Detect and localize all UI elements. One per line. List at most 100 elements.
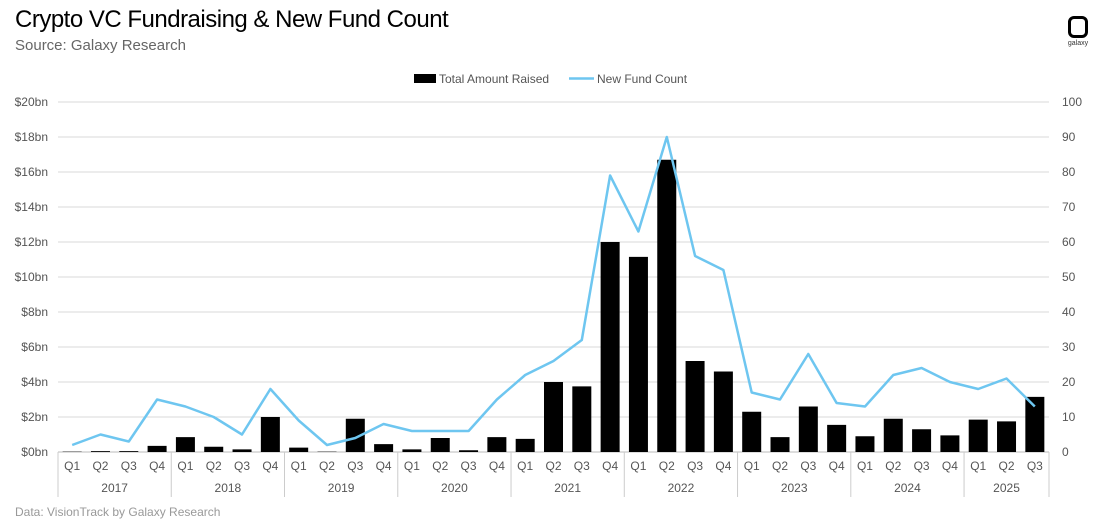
bar	[912, 429, 932, 452]
quarter-label: Q4	[602, 459, 618, 473]
year-label: 2022	[668, 481, 695, 495]
quarter-label: Q3	[234, 459, 250, 473]
bar	[544, 382, 563, 452]
quarter-label: Q3	[1027, 459, 1043, 473]
bar	[770, 437, 790, 452]
quarter-label: Q1	[177, 459, 193, 473]
right-tick-label: 60	[1062, 235, 1076, 249]
quarter-label: Q2	[92, 459, 108, 473]
right-tick-label: 80	[1062, 165, 1076, 179]
quarter-label: Q2	[319, 459, 335, 473]
quarter-label: Q2	[206, 459, 222, 473]
bar	[459, 450, 479, 452]
bar	[289, 447, 309, 452]
quarter-label: Q2	[545, 459, 561, 473]
legend-label: Total Amount Raised	[439, 72, 549, 86]
bar	[940, 435, 960, 452]
bar	[827, 424, 847, 452]
right-tick-label: 90	[1062, 130, 1076, 144]
left-tick-label: $16bn	[15, 165, 48, 179]
quarter-label: Q4	[942, 459, 958, 473]
right-tick-label: 40	[1062, 305, 1076, 319]
bar	[883, 418, 903, 452]
quarter-label: Q2	[432, 459, 448, 473]
left-tick-label: $14bn	[15, 200, 48, 214]
bar	[487, 437, 507, 452]
year-label: 2025	[993, 481, 1020, 495]
quarter-label: Q1	[291, 459, 307, 473]
bar	[628, 256, 648, 452]
bar	[515, 438, 535, 452]
quarter-label: Q4	[715, 459, 731, 473]
left-tick-label: $0bn	[21, 445, 48, 459]
bar	[798, 406, 818, 452]
right-tick-label: 30	[1062, 340, 1076, 354]
right-tick-label: 0	[1062, 445, 1069, 459]
year-label: 2020	[441, 481, 468, 495]
bar	[1025, 396, 1045, 452]
bar	[345, 418, 365, 452]
quarter-label: Q4	[262, 459, 278, 473]
bar	[402, 449, 422, 452]
bar	[374, 444, 394, 452]
bar	[260, 417, 280, 452]
right-tick-label: 20	[1062, 375, 1076, 389]
bar	[968, 419, 988, 452]
chart-title: Crypto VC Fundraising & New Fund Count	[15, 6, 449, 33]
quarter-label: Q1	[970, 459, 986, 473]
left-tick-label: $20bn	[15, 95, 48, 109]
year-label: 2018	[215, 481, 242, 495]
year-label: 2019	[328, 481, 355, 495]
legend-label: New Fund Count	[597, 72, 688, 86]
quarter-label: Q2	[999, 459, 1015, 473]
bar	[175, 437, 195, 452]
year-label: 2023	[781, 481, 808, 495]
quarter-label: Q4	[376, 459, 392, 473]
left-tick-label: $2bn	[21, 410, 48, 424]
left-tick-label: $6bn	[21, 340, 48, 354]
quarter-label: Q3	[800, 459, 816, 473]
bar	[90, 451, 110, 452]
bar	[713, 371, 733, 452]
bar	[430, 438, 450, 452]
quarter-label: Q4	[149, 459, 165, 473]
left-tick-label: $12bn	[15, 235, 48, 249]
fund-count-line	[71, 135, 1036, 447]
quarter-label: Q3	[461, 459, 477, 473]
quarter-label: Q2	[659, 459, 675, 473]
quarter-label: Q2	[772, 459, 788, 473]
bar	[997, 421, 1017, 452]
right-tick-label: 100	[1062, 95, 1082, 109]
bar	[855, 436, 875, 452]
year-label: 2017	[101, 481, 128, 495]
quarter-label: Q1	[857, 459, 873, 473]
quarter-label: Q4	[489, 459, 505, 473]
left-tick-label: $10bn	[15, 270, 48, 284]
legend-bar-swatch	[414, 74, 436, 83]
quarter-label: Q2	[885, 459, 901, 473]
year-label: 2024	[894, 481, 921, 495]
bar	[204, 446, 224, 452]
right-tick-label: 50	[1062, 270, 1076, 284]
right-tick-label: 70	[1062, 200, 1076, 214]
quarter-label: Q1	[517, 459, 533, 473]
bar	[572, 386, 592, 452]
quarter-label: Q3	[121, 459, 137, 473]
left-tick-label: $8bn	[21, 305, 48, 319]
chart-footer: Data: VisionTrack by Galaxy Research	[15, 505, 221, 519]
galaxy-logo: galaxy	[1063, 16, 1093, 47]
bar	[232, 449, 252, 452]
quarter-label: Q1	[630, 459, 646, 473]
bar	[685, 361, 705, 452]
logo-text: galaxy	[1067, 40, 1089, 47]
chart-subtitle: Source: Galaxy Research	[15, 37, 186, 54]
bar	[600, 242, 620, 452]
quarter-label: Q4	[829, 459, 845, 473]
bar	[147, 445, 167, 452]
quarter-label: Q1	[404, 459, 420, 473]
bar	[657, 159, 677, 452]
quarter-label: Q3	[914, 459, 930, 473]
quarter-label: Q3	[347, 459, 363, 473]
